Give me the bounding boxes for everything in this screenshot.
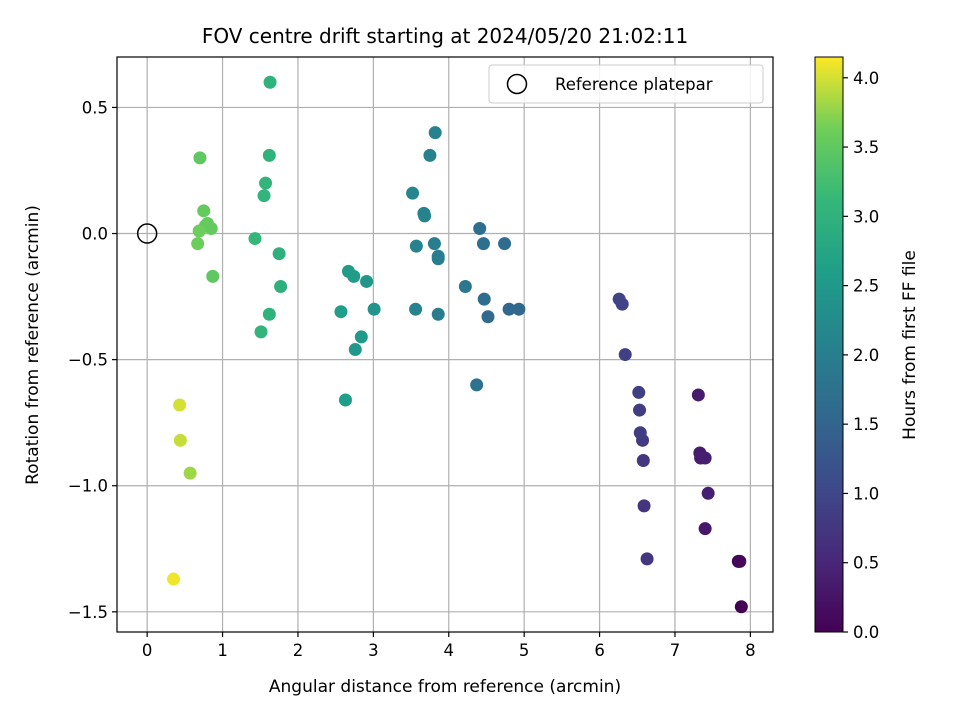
y-tick-label: 0.5 [82,98,108,117]
scatter-point [458,279,472,293]
chart-title: FOV centre drift starting at 2024/05/20 … [202,24,688,48]
colorbar-tick-label: 3.5 [853,138,879,157]
scatter-point [423,148,437,162]
scatter-point [367,302,381,316]
y-tick-label: −1.0 [68,477,108,496]
scatter-point [632,385,646,399]
scatter-point [473,221,487,235]
colorbar-label: Hours from first FF file [900,250,920,440]
y-tick-label: 0.0 [82,225,108,244]
x-tick-label: 2 [293,641,304,660]
plot-frame [116,56,774,633]
colorbar-tick-label: 1.0 [853,484,879,503]
colorbar-tick-label: 0.5 [853,554,879,573]
legend-reference-marker [506,73,528,95]
scatter-point [354,330,368,344]
scatter-point [633,426,647,440]
scatter-point [691,388,705,402]
legend-entry-reference: Reference platepar [555,75,713,94]
legend: Reference platepar [488,64,764,104]
x-tick-label: 3 [368,641,379,660]
scatter-point [248,232,262,246]
scatter-point [502,302,516,316]
x-axis-ticks: 0 1 2 3 4 5 6 7 8 [142,632,756,660]
scatter-point [698,522,712,536]
scatter-point [173,433,187,447]
scatter-point [193,151,207,165]
scatter-point [428,126,442,140]
scatter-point [409,239,423,253]
scatter-point [512,302,526,316]
scatter-point [427,237,441,251]
scatter-point [637,499,651,513]
scatter-point [612,292,626,306]
x-tick-label: 0 [142,641,153,660]
scatter-point [406,186,420,200]
scatter-point [192,224,206,238]
legend-box [488,64,764,104]
scatter-point [431,307,445,321]
scatter-point [636,454,650,468]
colorbar-tick-label: 2.5 [853,277,879,296]
colorbar-tick-label: 1.5 [853,415,879,434]
scatter-point [334,305,348,319]
grid-lines [117,57,773,632]
scatter-point [272,247,286,261]
scatter-point [167,572,181,586]
scatter-point [197,204,211,218]
colorbar-ticks: 0.0 0.5 1.0 1.5 2.0 2.5 3.0 3.5 4.0 [843,69,879,642]
scatter-point [262,148,276,162]
y-axis-label: Rotation from reference (arcmin) [23,205,43,485]
y-tick-label: −0.5 [68,351,108,370]
y-tick-label: −1.5 [68,603,108,622]
data-points [136,75,748,614]
scatter-point [734,600,748,614]
scatter-point [431,249,445,263]
scatter-point [618,348,632,362]
colorbar-tick-label: 0.0 [853,623,879,642]
colorbar-tick-label: 4.0 [853,69,879,88]
scatter-point [257,189,271,203]
scatter-point [191,237,205,251]
scatter-point [470,378,484,392]
scatter-point [481,310,495,324]
x-tick-label: 4 [444,641,455,660]
scatter-point [183,466,197,480]
scatter-point [476,237,490,251]
scatter-point [341,264,355,278]
scatter-point [360,274,374,288]
colorbar-gradient [814,56,844,633]
scatter-point [259,176,273,190]
scatter-point [173,398,187,412]
scatter-point [633,403,647,417]
scatter-point [263,75,277,89]
scatter-point [477,292,491,306]
colorbar-tick-label: 2.0 [853,346,879,365]
x-tick-label: 6 [594,641,605,660]
scatter-point [348,343,362,357]
x-axis-label: Angular distance from reference (arcmin) [269,677,621,697]
scatter-point [733,554,747,568]
scatter-point [262,307,276,321]
colorbar: 0.0 0.5 1.0 1.5 2.0 2.5 3.0 3.5 4.0 Hours from f… [814,56,920,642]
scatter-point [254,325,268,339]
scatter-point [417,206,431,220]
scatter-point [698,451,712,465]
scatter-point [409,302,423,316]
x-tick-label: 7 [670,641,681,660]
scatter-point [498,237,512,251]
y-axis-ticks: 0.5 0.0 −0.5 −1.0 −1.5 [68,98,117,622]
x-tick-label: 1 [217,641,228,660]
reference-platepar-marker [136,223,158,244]
scatter-point [274,279,288,293]
colorbar-tick-label: 3.0 [853,207,879,226]
scatter-point [338,393,352,407]
scatter-point [206,269,220,283]
x-tick-label: 5 [519,641,530,660]
x-tick-label: 8 [745,641,756,660]
scatter-point [701,486,715,500]
scatter-point [640,552,654,566]
